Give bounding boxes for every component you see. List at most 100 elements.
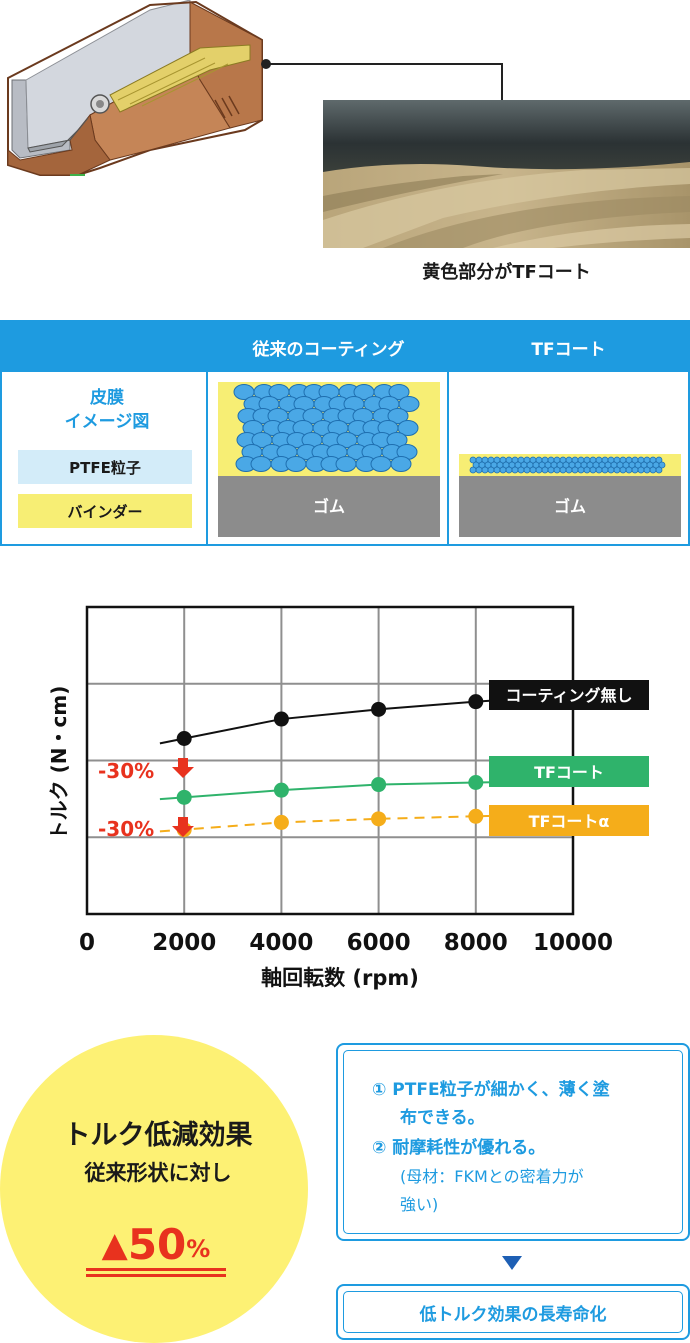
ptfe-particle [250,456,272,472]
label-box-tf-coat [489,756,649,787]
down-arrow-icon [172,758,194,778]
ptfe-particle [487,466,495,474]
ptfe-particle [388,384,410,400]
rubber-label: ゴム [313,497,345,516]
effect-circle [0,1035,308,1343]
effect-underline [86,1268,226,1271]
ptfe-particle [559,466,567,474]
tf-coat-micrograph [323,100,690,248]
ptfe-particle [619,466,627,474]
ptfe-particle [595,466,603,474]
ptfe-particle [655,456,663,464]
ptfe-particles-large [233,384,420,472]
ptfe-particle [335,456,357,472]
reduction-annotation: -30% [98,817,154,841]
benefit-box: ① PTFE粒子が細かく、薄く塗 布できる。 ② 耐摩耗性が優れる。 (母材：F… [336,1043,690,1241]
series-label-no-coating: コーティング無し [505,686,632,705]
effect-title: トルク低減効果 [63,1120,253,1151]
y-axis-label: トルク (N・cm) [47,686,71,841]
label-box-tf-coat-alpha [489,805,649,836]
seal-cross-section-illustration [7,0,263,176]
micrograph-caption: 黄色部分がTFコート [422,262,591,283]
x-axis-label: 軸回転数 (rpm) [261,966,419,990]
ptfe-particle [387,408,409,424]
ptfe-particle [517,466,525,474]
ptfe-particle [613,466,621,474]
series-line [159,814,501,833]
legend-title: 皮膜 イメージ図 [22,386,192,434]
legend-title-line: イメージ図 [64,412,150,432]
ptfe-particle [285,456,307,472]
legend-binder: バインダー [18,494,192,528]
x-tick-label: 8000 [444,930,508,956]
result-label: 低トルク効果の長寿命化 [343,1291,683,1333]
ptfe-particle [607,466,615,474]
ptfe-particle [398,396,420,412]
ptfe-particle [631,466,639,474]
ptfe-particle [649,466,657,474]
table-header-tf-coat: TFコート [449,322,688,372]
ptfe-particle [499,466,507,474]
data-point [371,811,387,827]
torque-chart: 0 2000 4000 6000 8000 10000 軸回転数 (rpm) トルク (N… [47,605,649,990]
ptfe-particle [637,466,645,474]
x-tick-label: 2000 [152,930,216,956]
ptfe-particle [658,461,666,469]
table-divider [206,322,208,544]
coating-comparison-table: 従来のコーティング TFコート 皮膜 イメージ図 PTFE粒子 バインダー ゴム… [0,320,690,546]
x-tick-label: 6000 [347,930,411,956]
ptfe-particle [589,466,597,474]
ptfe-particle [493,466,501,474]
effect-underline [86,1274,226,1277]
x-tick-label: 10000 [533,930,613,956]
ptfe-particle [553,466,561,474]
x-tick-label: 4000 [249,930,313,956]
series-label-tf-coat: TFコート [534,763,604,782]
ptfe-particle [583,466,591,474]
chart-grid [87,607,573,914]
benefit-item-1: ① PTFE粒子が細かく、薄く塗 [372,1080,610,1100]
ptfe-particle [625,466,633,474]
benefit-item-2-note: (母材：FKMとの密着力が [400,1167,584,1186]
effect-value-number: 50 [127,1220,187,1269]
data-point [273,782,289,798]
data-point [468,694,484,710]
rubber-base [218,476,440,537]
series-label-tf-coat-alpha: TFコートα [529,812,610,831]
ptfe-particle [511,466,519,474]
effect-value: ▲ 50 % [86,1215,226,1267]
ptfe-particle [397,420,419,436]
ptfe-particle [601,466,609,474]
benefit-item-2-note: 強い) [400,1195,439,1214]
ptfe-particle [565,466,573,474]
data-point [371,701,387,717]
ptfe-particle [505,466,513,474]
triangle-icon: ▲ [101,1225,128,1265]
table-header-blank [2,322,208,372]
ptfe-particle [571,466,579,474]
data-point [468,775,484,791]
ptfe-particle [529,466,537,474]
benefit-box-inner: ① PTFE粒子が細かく、薄く塗 布できる。 ② 耐摩耗性が優れる。 (母材：F… [343,1050,683,1234]
ptfe-particle [370,456,392,472]
ptfe-particle [469,466,477,474]
ptfe-particle [577,466,585,474]
legend-title-line: 皮膜 [90,388,124,408]
table-header-conventional: 従来のコーティング [208,322,449,372]
legend-ptfe-particle: PTFE粒子 [18,450,192,484]
conventional-coating-diagram: ゴム [218,382,440,537]
data-point [371,777,387,793]
data-point [273,814,289,830]
ptfe-particle [390,456,412,472]
chart-series [159,694,501,838]
ptfe-particle [523,466,531,474]
data-point [176,730,192,746]
down-arrow-icon [172,817,194,837]
data-point [176,789,192,805]
ptfe-particle [475,466,483,474]
ptfe-particle [655,466,663,474]
data-point [273,711,289,727]
reduction-annotation: -30% [98,759,154,783]
label-box-no-coating [489,680,649,710]
tf-coat-diagram: ゴム [459,454,681,537]
